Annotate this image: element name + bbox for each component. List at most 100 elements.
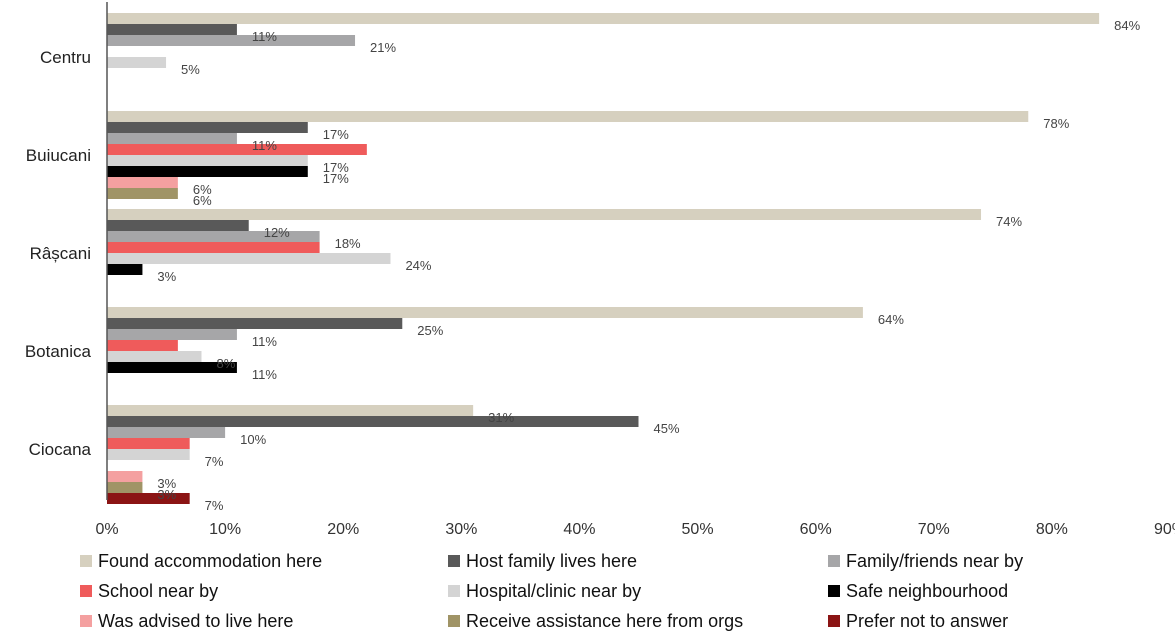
x-tick-label: 90% (1154, 521, 1175, 538)
data-label: 6% (193, 182, 212, 197)
x-tick-label: 20% (327, 521, 359, 538)
legend-label: Found accommodation here (98, 550, 323, 571)
bar (107, 318, 403, 329)
legend-label: Hospital/clinic near by (466, 580, 642, 601)
x-axis-ticks: 0% 10% 20% 30% 40% 50% 60% 70% 80% 90% (95, 521, 1175, 538)
data-label: 11% (252, 138, 277, 153)
bar (107, 242, 320, 253)
data-label: 18% (335, 236, 361, 251)
bar (107, 122, 308, 133)
bar (107, 177, 178, 188)
data-label: 3% (157, 487, 176, 502)
bar (107, 57, 167, 68)
data-label: 8% (216, 356, 235, 371)
data-label: 5% (181, 62, 200, 77)
bar (107, 188, 178, 199)
bar (107, 427, 226, 438)
data-label: 17% (323, 171, 349, 186)
bar (107, 493, 190, 504)
legend-item: Family/friends near by (828, 548, 1170, 574)
bar (107, 449, 190, 460)
legend-swatch (448, 585, 460, 597)
bar (107, 329, 237, 340)
legend: Found accommodation here Host family live… (80, 548, 1170, 634)
data-label: 7% (205, 498, 224, 513)
bar (107, 155, 308, 166)
data-label: 24% (405, 258, 431, 273)
bar (107, 35, 356, 46)
legend-label: Was advised to live here (98, 610, 294, 631)
bar (107, 264, 143, 275)
data-label: 25% (417, 323, 443, 338)
category-label: Râșcani (30, 244, 91, 263)
legend-swatch (828, 555, 840, 567)
data-label: 11% (252, 367, 277, 382)
bar (107, 340, 178, 351)
category-label: Ciocana (29, 440, 92, 459)
legend-swatch (448, 615, 460, 627)
data-label: 21% (370, 40, 396, 55)
legend-swatch (448, 555, 460, 567)
legend-item: Host family lives here (448, 548, 828, 574)
bar (107, 471, 143, 482)
legend-item: Hospital/clinic near by (448, 578, 828, 604)
data-label: 6% (193, 193, 212, 208)
bar (107, 13, 1100, 24)
bar (107, 133, 237, 144)
legend-label: School near by (98, 580, 219, 601)
legend-label: Host family lives here (466, 550, 638, 571)
legend-item: Safe neighbourhood (828, 578, 1170, 604)
data-label: 12% (264, 225, 290, 240)
legend-label: Safe neighbourhood (846, 580, 1009, 601)
legend-item: Was advised to live here (80, 608, 448, 634)
legend-swatch (80, 615, 92, 627)
bar (107, 438, 190, 449)
bar (107, 111, 1029, 122)
legend-label: Family/friends near by (846, 550, 1024, 571)
bar (107, 362, 237, 373)
data-label: 17% (323, 127, 349, 142)
bar (107, 24, 237, 35)
bar (107, 253, 391, 264)
x-tick-label: 60% (800, 521, 832, 538)
data-label: 84% (1114, 18, 1140, 33)
x-tick-label: 30% (445, 521, 477, 538)
bar (107, 307, 863, 318)
legend-label: Prefer not to answer (846, 610, 1009, 631)
data-label: 11% (252, 334, 277, 349)
category-label: Botanica (25, 342, 92, 361)
data-label: 74% (996, 214, 1022, 229)
bars-layer (107, 13, 1100, 504)
legend-swatch (80, 555, 92, 567)
data-label: 3% (157, 269, 176, 284)
x-tick-label: 80% (1036, 521, 1068, 538)
bar (107, 209, 982, 220)
legend-item: Prefer not to answer (828, 608, 1170, 634)
bar (107, 351, 202, 362)
bar (107, 231, 320, 242)
data-label: 11% (252, 29, 277, 44)
data-label: 3% (157, 476, 176, 491)
legend-item: Found accommodation here (80, 548, 448, 574)
data-label: 45% (654, 421, 680, 436)
bar (107, 482, 143, 493)
bar (107, 220, 249, 231)
x-tick-label: 0% (95, 521, 118, 538)
category-label: Buiucani (26, 146, 91, 165)
data-label: 78% (1043, 116, 1069, 131)
x-tick-label: 70% (918, 521, 950, 538)
legend-swatch (828, 615, 840, 627)
data-label: 31% (488, 410, 514, 425)
legend-swatch (80, 585, 92, 597)
category-label: Centru (40, 48, 91, 67)
legend-item: Receive assistance here from orgs (448, 608, 828, 634)
bar-chart: 84%11%21%5%78%17%11%17%17%6%6%74%12%18%2… (25, 2, 1175, 538)
data-label: 7% (205, 454, 224, 469)
bar (107, 416, 639, 427)
legend-item: School near by (80, 578, 448, 604)
bar (107, 166, 308, 177)
x-tick-label: 40% (563, 521, 595, 538)
data-label: 10% (240, 432, 266, 447)
data-label: 64% (878, 312, 904, 327)
bar (107, 144, 367, 155)
